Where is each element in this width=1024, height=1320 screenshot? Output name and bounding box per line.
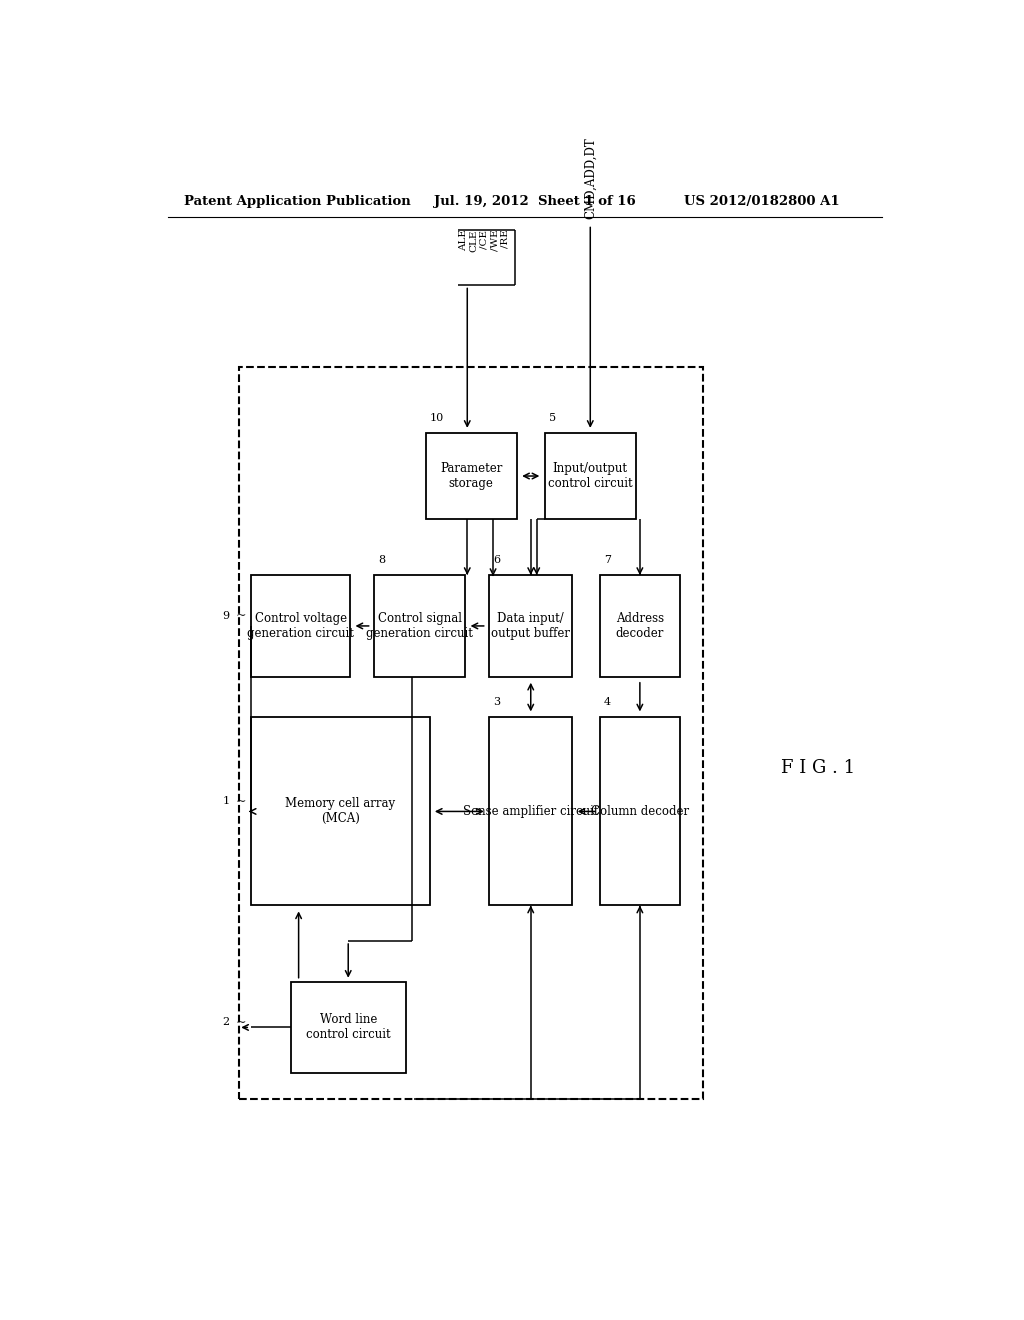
Text: Input/output
control circuit: Input/output control circuit [548,462,633,490]
Text: 5: 5 [549,413,556,422]
Text: 6: 6 [494,554,500,565]
Bar [600,576,680,677]
Text: Patent Application Publication: Patent Application Publication [183,194,411,207]
Text: Control signal
generation circuit: Control signal generation circuit [367,612,473,640]
Text: 10: 10 [430,413,443,422]
Text: Jul. 19, 2012  Sheet 1 of 16: Jul. 19, 2012 Sheet 1 of 16 [433,194,635,207]
Text: CMD,ADD,DT: CMD,ADD,DT [584,137,597,219]
Bar [545,433,636,519]
Bar [489,576,572,677]
Text: Sense amplifier circuit: Sense amplifier circuit [463,805,598,818]
Text: ALE: ALE [460,230,468,251]
Bar [240,367,703,1098]
Text: US 2012/0182800 A1: US 2012/0182800 A1 [684,194,839,207]
Bar [291,982,406,1073]
Bar [251,718,430,906]
Text: Memory cell array
(MCA): Memory cell array (MCA) [286,797,395,825]
Text: 3: 3 [494,697,500,708]
Text: /RE: /RE [501,230,510,248]
Text: /CE: /CE [480,230,489,248]
Bar [251,576,350,677]
Text: Parameter
storage: Parameter storage [440,462,503,490]
Text: Address
decoder: Address decoder [615,612,664,640]
Text: F I G . 1: F I G . 1 [781,759,855,777]
Text: Word line
control circuit: Word line control circuit [306,1014,390,1041]
Text: /WE: /WE [490,230,500,251]
Text: ~: ~ [236,1016,246,1028]
Text: 8: 8 [378,554,385,565]
Text: ~: ~ [236,610,246,622]
Text: ~: ~ [236,795,246,808]
Text: Data input/
output buffer: Data input/ output buffer [492,612,570,640]
Text: Column decoder: Column decoder [591,805,689,818]
Text: 2: 2 [222,1018,229,1027]
Text: 7: 7 [604,554,611,565]
Text: Control voltage
generation circuit: Control voltage generation circuit [247,612,354,640]
Text: 9: 9 [222,611,229,620]
Bar [600,718,680,906]
Bar [489,718,572,906]
Bar [374,576,465,677]
Bar [426,433,517,519]
Text: CLE: CLE [470,230,478,252]
Text: 1: 1 [222,796,229,807]
Text: 4: 4 [604,697,611,708]
